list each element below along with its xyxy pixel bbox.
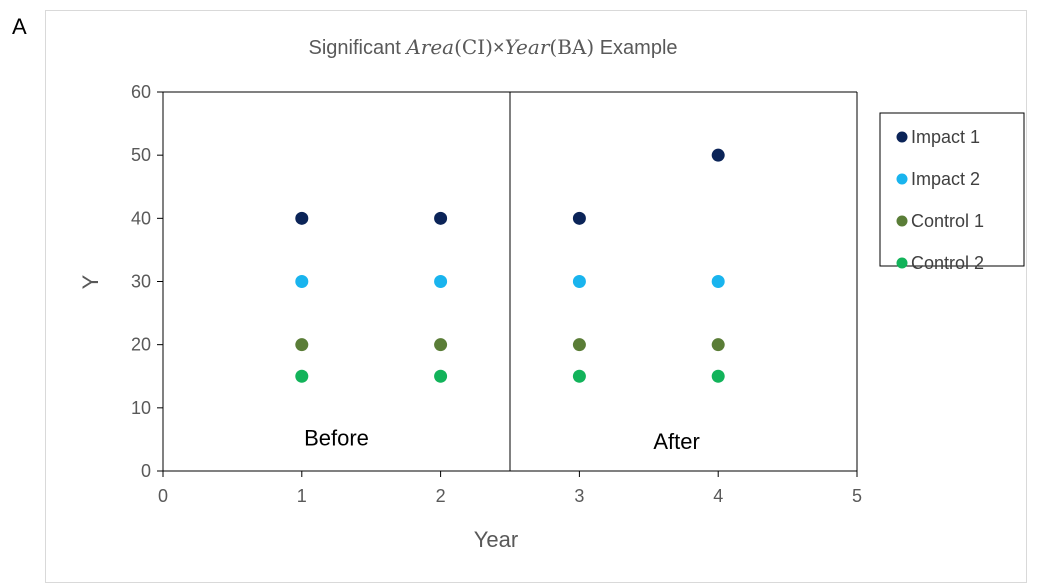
data-point-control-1 — [711, 338, 725, 352]
y-tick-label: 20 — [131, 335, 151, 355]
data-point-control-2 — [572, 369, 586, 383]
legend-label: Impact 1 — [911, 127, 980, 147]
region-label-before: Before — [304, 426, 369, 451]
legend-marker — [896, 257, 908, 269]
x-tick-label: 3 — [574, 486, 584, 506]
data-point-control-1 — [295, 338, 309, 352]
data-point-impact-1 — [572, 211, 586, 225]
x-axis-ticks: 0 1 2 3 4 5 — [158, 471, 862, 506]
legend-marker — [896, 173, 908, 185]
legend-label: Impact 2 — [911, 169, 980, 189]
plot-frame — [162, 91, 858, 472]
legend-label: Control 2 — [911, 253, 984, 273]
y-tick-label: 50 — [131, 145, 151, 165]
data-point-control-1 — [572, 338, 586, 352]
title-math-area: Area — [404, 35, 454, 59]
y-tick-label: 30 — [131, 272, 151, 292]
region-label-after: After — [653, 429, 699, 454]
data-point-control-2 — [295, 369, 309, 383]
title-times: × — [493, 37, 505, 59]
x-tick-label: 5 — [852, 486, 862, 506]
x-axis-title: Year — [474, 527, 518, 552]
y-axis-ticks: 0 10 20 30 40 50 60 — [131, 82, 163, 481]
x-tick-label: 4 — [713, 486, 723, 506]
title-math-ci: (CI) — [454, 35, 493, 59]
data-point-impact-1 — [295, 211, 309, 225]
data-point-impact-2 — [711, 275, 725, 288]
x-tick-label: 1 — [297, 486, 307, 506]
legend-marker — [896, 215, 908, 227]
data-points — [295, 148, 725, 383]
title-math-ba: (BA) — [549, 35, 594, 59]
chart-frame — [45, 10, 1027, 583]
y-tick-label: 40 — [131, 208, 151, 228]
data-point-impact-2 — [295, 275, 309, 288]
x-tick-label: 0 — [158, 486, 168, 506]
data-point-impact-2 — [572, 275, 586, 288]
y-tick-label: 60 — [131, 82, 151, 102]
title-suffix: Example — [594, 37, 677, 59]
data-point-control-2 — [711, 369, 725, 383]
data-point-control-1 — [434, 338, 448, 352]
y-tick-label: 0 — [141, 461, 151, 481]
title-prefix: Significant — [308, 37, 406, 59]
data-point-control-2 — [434, 369, 448, 383]
panel-label: A — [12, 14, 27, 39]
chart-title: Significant Area(CI)×Year(BA) Example — [308, 35, 677, 59]
y-tick-label: 10 — [131, 398, 151, 418]
y-axis-title: Y — [78, 274, 103, 289]
legend-label: Control 1 — [911, 211, 984, 231]
title-math-year: Year — [505, 35, 551, 59]
data-point-impact-1 — [434, 211, 448, 225]
legend-marker — [896, 131, 908, 143]
legend: Impact 1 Impact 2 Control 1 Control 2 — [879, 112, 1025, 273]
region-labels: Before After — [304, 426, 700, 454]
x-tick-label: 2 — [436, 486, 446, 506]
data-point-impact-1 — [711, 148, 725, 162]
data-point-impact-2 — [434, 275, 448, 288]
